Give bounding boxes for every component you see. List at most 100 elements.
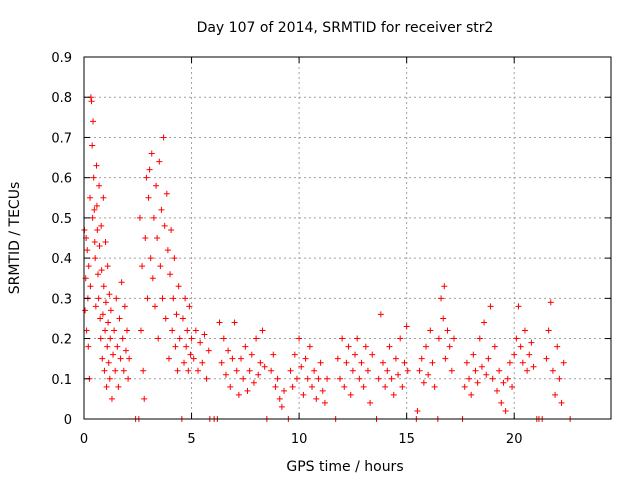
data-point [148,150,155,157]
data-point [103,383,110,390]
x-tick-label: 10 [291,432,308,447]
x-axis-label: GPS time / hours [286,459,403,475]
data-point [89,214,96,221]
data-point [106,375,113,382]
y-tick-label: 0.2 [51,333,72,348]
data-point [250,379,257,386]
data-point [120,367,127,374]
data-point [163,190,170,197]
data-point [119,335,126,342]
data-point [218,359,225,366]
data-point [100,283,107,290]
data-point [375,375,382,382]
y-tick-label: 0.4 [51,252,72,267]
data-point [281,387,288,394]
data-point [487,303,494,310]
data-point [287,367,294,374]
data-point [257,359,264,366]
data-point [186,303,193,310]
data-point [554,343,561,350]
grid-lines [84,57,611,419]
data-point [238,355,245,362]
data-point [543,355,550,362]
data-point [513,335,520,342]
data-point [85,263,92,270]
data-point [225,347,232,354]
data-point [222,371,229,378]
data-point [259,327,266,334]
data-point [110,351,117,358]
data-point [91,239,98,246]
data-point [343,359,350,366]
data-point [89,142,96,149]
data-point [188,335,195,342]
data-point [379,359,386,366]
data-point [101,367,108,374]
x-tick-label: 5 [187,432,195,447]
data-point [399,383,406,390]
data-point [556,375,563,382]
data-point [414,407,421,414]
data-point [506,359,513,366]
data-point [261,363,268,370]
data-point [173,311,180,318]
data-point [83,327,90,334]
data-point [116,315,123,322]
data-point [341,383,348,390]
data-point [175,283,182,290]
data-point [441,283,448,290]
data-point [306,343,313,350]
data-point [289,383,296,390]
data-point [240,375,247,382]
data-point [96,243,103,250]
data-point [195,367,202,374]
data-point [485,355,492,362]
data-point [126,355,133,362]
data-point [151,303,158,310]
data-point [82,307,89,314]
data-point [362,343,369,350]
data-point [367,399,374,406]
data-point [384,367,391,374]
x-tick-label: 0 [80,432,88,447]
data-point [153,182,160,189]
data-point [403,323,410,330]
data-point [255,371,262,378]
data-point [93,162,100,169]
data-point [220,335,227,342]
data-point [248,351,255,358]
data-point [450,335,457,342]
data-point [190,355,197,362]
data-point [420,379,427,386]
data-point [235,391,242,398]
data-point [524,367,531,374]
data-point [336,375,343,382]
data-point [96,182,103,189]
data-point [154,235,161,241]
data-point [143,174,150,181]
data-point [158,206,165,213]
data-point [114,343,121,350]
axis-ticks: 0 0.1 0.2 0.3 0.4 0.5 0.6 0.7 0.8 0.9 0 5 10 15 20 [51,51,611,447]
data-point [526,351,533,358]
data-point [102,239,109,246]
data-point [117,355,124,362]
data-point [184,327,191,334]
y-tick-label: 0.9 [51,51,72,66]
data-point [102,299,109,306]
data-point [463,359,470,366]
data-point [104,343,111,350]
data-point [242,343,249,350]
data-point [388,375,395,382]
data-point [461,383,468,390]
data-point [448,367,455,374]
data-point [138,327,145,334]
data-point [115,383,122,390]
data-point [321,399,328,406]
data-point [511,351,518,358]
data-point [552,391,559,398]
data-point [491,343,498,350]
data-point [105,359,112,366]
data-point [95,295,102,302]
data-point [192,327,199,334]
